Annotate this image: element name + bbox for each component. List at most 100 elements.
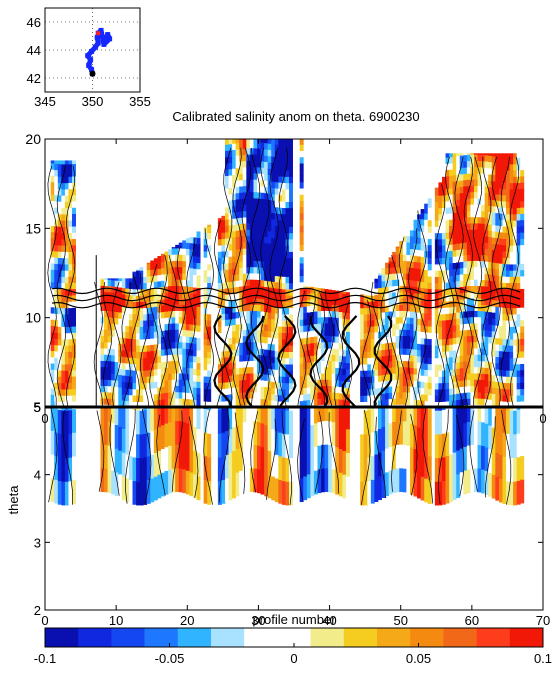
field-cell (153, 337, 158, 345)
field-cell (178, 260, 183, 268)
field-cell (459, 324, 464, 331)
field-cell (278, 288, 283, 296)
field-cell (491, 299, 496, 307)
field-cell (72, 263, 76, 271)
field-cell (484, 242, 489, 250)
field-cell (463, 342, 468, 350)
field-cell (502, 382, 507, 390)
field-cell (452, 356, 457, 364)
field-cell (196, 356, 201, 364)
field-cell (449, 244, 454, 251)
field-cell (281, 282, 286, 290)
field-cell (207, 376, 212, 384)
field-cell (345, 318, 350, 326)
field-cell (281, 139, 286, 146)
field-cell (128, 351, 133, 358)
field-cell (370, 296, 375, 302)
track-point (89, 67, 95, 73)
field-cell (506, 326, 510, 334)
field-cell (367, 456, 372, 482)
zero-contour (277, 315, 297, 407)
track-point (105, 32, 111, 38)
field-cell (253, 141, 258, 149)
field-cell (491, 318, 496, 326)
field-cell (424, 225, 429, 233)
field-cell (481, 273, 486, 281)
field-cell (299, 313, 304, 320)
field-cell (427, 369, 432, 377)
field-cell (399, 398, 404, 405)
field-cell (370, 455, 375, 480)
field-cell (516, 153, 521, 158)
field-cell (452, 407, 457, 429)
field-cell (228, 218, 233, 226)
field-cell (445, 479, 450, 504)
field-cell (392, 310, 397, 318)
field-cell (168, 407, 173, 423)
contour-line (176, 246, 187, 407)
field-cell (132, 376, 137, 384)
field-cell (267, 249, 272, 257)
field-cell (278, 244, 283, 252)
field-cell (278, 326, 283, 333)
field-cell (402, 260, 407, 268)
field-cell (299, 194, 304, 202)
field-cell (317, 354, 322, 362)
field-cell (459, 255, 464, 262)
field-cell (321, 398, 325, 405)
field-cell (488, 242, 493, 250)
field-cell (491, 199, 496, 207)
field-cell (189, 424, 194, 449)
field-cell (232, 362, 237, 369)
field-cell (260, 446, 265, 471)
field-cell (253, 166, 258, 174)
field-cell (278, 394, 283, 402)
field-cell (246, 444, 251, 469)
field-cell (128, 338, 133, 346)
field-cell (57, 282, 62, 290)
field-cell (246, 216, 251, 224)
field-cell (178, 379, 183, 387)
field-cell (150, 300, 155, 308)
field-cell (360, 370, 365, 378)
field-cell (473, 166, 478, 174)
field-cell (335, 446, 340, 471)
field-cell (520, 169, 525, 177)
field-cell (57, 456, 62, 482)
field-cell (50, 356, 55, 364)
field-cell (484, 392, 489, 400)
field-cell (68, 388, 73, 396)
field-cell (303, 393, 308, 401)
field-cell (491, 153, 496, 157)
field-cell (395, 304, 400, 311)
field-cell (132, 301, 137, 309)
field-cell (175, 420, 180, 445)
field-cell (434, 320, 439, 327)
field-cell (267, 212, 272, 219)
field-cell (399, 360, 404, 368)
field-cell (146, 338, 151, 346)
field-cell (434, 195, 439, 202)
field-cell (232, 174, 237, 182)
field-cell (299, 144, 304, 151)
field-cell (481, 173, 486, 180)
field-cell (274, 144, 279, 152)
field-cell (171, 266, 176, 274)
field-cell (402, 407, 407, 422)
field-cell (420, 344, 425, 351)
field-cell (342, 374, 347, 382)
field-cell (285, 232, 290, 240)
field-cell (488, 305, 493, 313)
field-cell (317, 367, 322, 374)
field-cell (143, 332, 148, 340)
field-cell (125, 400, 130, 407)
field-cell (235, 267, 240, 275)
field-cell (253, 420, 258, 445)
field-cell (374, 454, 379, 479)
field-cell (395, 385, 400, 393)
field-cell (452, 243, 457, 251)
field-cell (54, 382, 59, 390)
field-cell (402, 279, 407, 287)
field-cell (136, 326, 141, 334)
field-cell (498, 244, 503, 252)
